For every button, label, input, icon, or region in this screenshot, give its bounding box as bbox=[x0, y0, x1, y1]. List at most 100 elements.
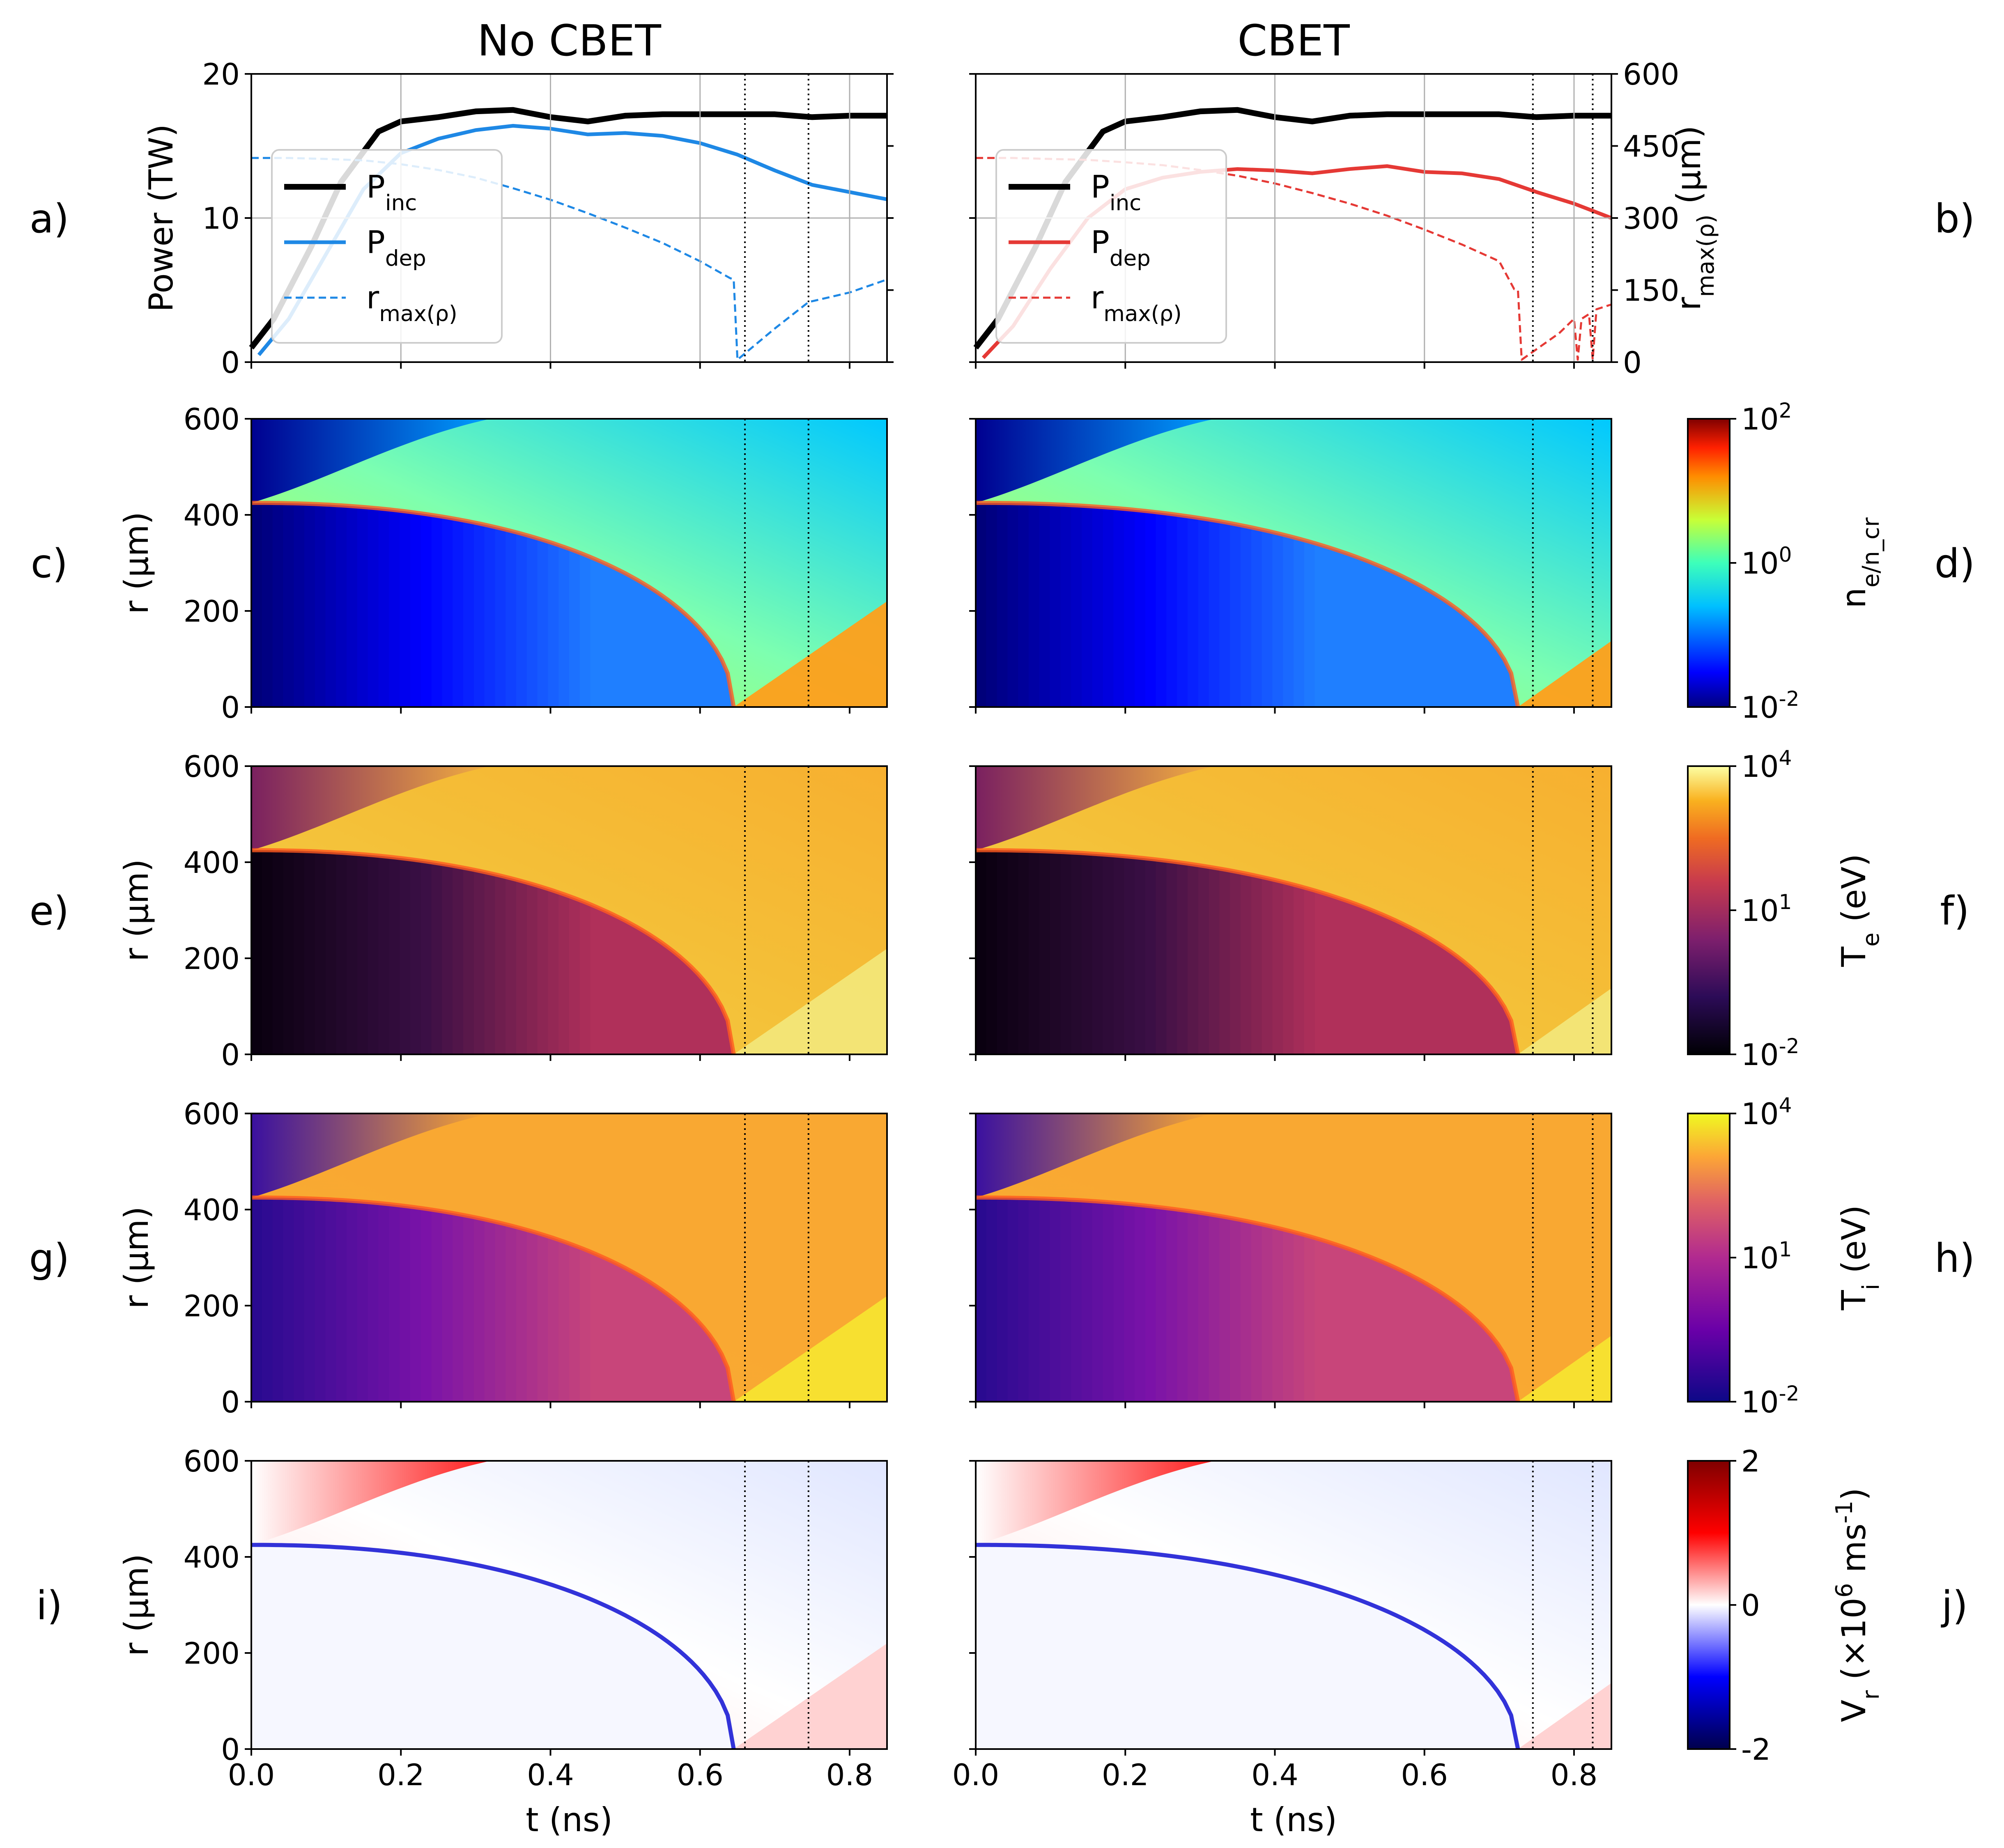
y-axis-label-power: Power (TW) bbox=[142, 124, 180, 312]
colorbar-tick-label: -2 bbox=[1741, 1732, 1771, 1767]
outer-wedge bbox=[251, 1113, 491, 1198]
heatmap-i bbox=[251, 1461, 887, 1749]
panel-label: a) bbox=[30, 196, 69, 242]
shell-front bbox=[976, 500, 1520, 707]
corona-region bbox=[251, 1461, 887, 1749]
legend-label: Pinc bbox=[366, 168, 417, 216]
axes-frame-h bbox=[975, 1113, 1612, 1403]
heatmap-g bbox=[251, 1113, 887, 1402]
post-bang-region bbox=[733, 1643, 887, 1749]
y-right-tick-label: 150 bbox=[1623, 273, 1679, 308]
shell-front bbox=[976, 1195, 1520, 1402]
colorbar-tick-label: 0 bbox=[1741, 1588, 1760, 1623]
x-tick-label: 0.8 bbox=[826, 1758, 873, 1792]
axes-frame-g bbox=[250, 1113, 888, 1403]
colorbar bbox=[1687, 765, 1731, 1055]
colorbar-tick-label: 10-2 bbox=[1741, 1034, 1799, 1072]
colorbar bbox=[1687, 1113, 1731, 1403]
y-right-tick-label: 0 bbox=[1623, 345, 1642, 380]
outer-wedge bbox=[976, 419, 1215, 503]
y-tick-label: 200 bbox=[184, 594, 240, 629]
shell-front bbox=[251, 500, 736, 707]
y-tick-label: 0 bbox=[221, 1732, 240, 1767]
panel-label: j) bbox=[1941, 1583, 1968, 1629]
x-tick-label: 0.0 bbox=[228, 1758, 275, 1792]
heatmap-d bbox=[976, 419, 1612, 707]
x-axis-label: t (ns) bbox=[1250, 1801, 1337, 1839]
panel-label: g) bbox=[29, 1235, 69, 1281]
axes-frame-d bbox=[975, 418, 1612, 708]
colorbar bbox=[1687, 1460, 1731, 1750]
shell-front bbox=[251, 848, 736, 1055]
x-tick-label: 0.2 bbox=[377, 1758, 425, 1792]
outer-wedge bbox=[976, 766, 1215, 850]
y-tick-label: 200 bbox=[184, 1289, 240, 1323]
panel-label: i) bbox=[36, 1583, 62, 1629]
y-tick-label: 400 bbox=[184, 1193, 240, 1227]
legend-box bbox=[271, 149, 503, 344]
corona-region bbox=[251, 419, 887, 707]
column-title: No CBET bbox=[477, 16, 661, 66]
x-tick-label: 0.4 bbox=[527, 1758, 574, 1792]
y-right-tick-label: 600 bbox=[1623, 57, 1679, 92]
outer-wedge bbox=[251, 766, 491, 850]
corona-region bbox=[976, 766, 1611, 1054]
corona-region bbox=[976, 1461, 1611, 1749]
outer-wedge bbox=[976, 1113, 1215, 1198]
legend-label: Pdep bbox=[1091, 224, 1151, 271]
colorbar-tick-label: 10-2 bbox=[1741, 687, 1799, 725]
colorbar-label: Ti (eV) bbox=[1835, 1205, 1884, 1311]
colorbar-tick-label: 2 bbox=[1741, 1444, 1760, 1478]
colorbar-tick-label: 102 bbox=[1741, 399, 1792, 436]
colorbar-tick-label: 100 bbox=[1741, 543, 1792, 581]
legend-box bbox=[995, 149, 1227, 344]
y-axis-label-r: r (μm) bbox=[117, 1554, 156, 1656]
heatmap-c bbox=[251, 419, 887, 707]
outer-wedge bbox=[251, 1461, 491, 1545]
panel-label: h) bbox=[1935, 1235, 1975, 1281]
x-tick-label: 0.2 bbox=[1102, 1758, 1149, 1792]
axes-frame-f bbox=[975, 765, 1612, 1055]
post-bang-region bbox=[733, 948, 887, 1054]
x-axis-label: t (ns) bbox=[526, 1801, 613, 1839]
x-tick-label: 0.6 bbox=[676, 1758, 724, 1792]
heatmap-j bbox=[976, 1461, 1612, 1749]
panel-label: c) bbox=[31, 541, 68, 587]
heatmap-e bbox=[251, 766, 887, 1055]
y-tick-label: 0 bbox=[221, 690, 240, 725]
y-axis-label-r: r (μm) bbox=[117, 859, 156, 962]
x-tick-label: 0.0 bbox=[952, 1758, 1000, 1792]
outer-wedge bbox=[976, 1461, 1215, 1545]
shell-front bbox=[251, 1195, 736, 1402]
panel-label: e) bbox=[30, 888, 69, 934]
axes-frame-e bbox=[250, 765, 888, 1055]
y-tick-label: 0 bbox=[221, 1385, 240, 1419]
shell-front bbox=[976, 1543, 1520, 1749]
colorbar-label: Te (eV) bbox=[1835, 854, 1884, 967]
colorbar-tick-label: 101 bbox=[1741, 890, 1792, 928]
y-tick-label: 600 bbox=[184, 1097, 240, 1131]
post-bang-region bbox=[733, 1296, 887, 1402]
post-bang-region bbox=[1518, 641, 1611, 707]
x-tick-label: 0.6 bbox=[1401, 1758, 1448, 1792]
corona-region bbox=[251, 766, 887, 1054]
y-tick-label: 400 bbox=[184, 1540, 240, 1575]
colorbar bbox=[1687, 418, 1731, 708]
axes-frame-i bbox=[250, 1460, 888, 1750]
y-right-tick-label: 450 bbox=[1623, 129, 1679, 164]
y-right-tick-label: 300 bbox=[1623, 201, 1679, 236]
x-tick-label: 0.8 bbox=[1551, 1758, 1598, 1792]
y-tick-label: 600 bbox=[184, 402, 240, 436]
axes-frame-c bbox=[250, 418, 888, 708]
panel-label: d) bbox=[1935, 541, 1975, 587]
corona-region bbox=[976, 419, 1611, 707]
y-axis-label-r: r (μm) bbox=[117, 1206, 156, 1309]
heatmap-h bbox=[976, 1113, 1612, 1402]
corona-region bbox=[251, 1113, 887, 1402]
colorbar-tick-label: 10-2 bbox=[1741, 1382, 1799, 1419]
x-tick-label: 0.4 bbox=[1251, 1758, 1298, 1792]
column-title: CBET bbox=[1237, 16, 1350, 66]
y-tick-label: 600 bbox=[184, 1444, 240, 1478]
panel-label: b) bbox=[1935, 196, 1975, 242]
legend-label: Pdep bbox=[366, 224, 426, 271]
